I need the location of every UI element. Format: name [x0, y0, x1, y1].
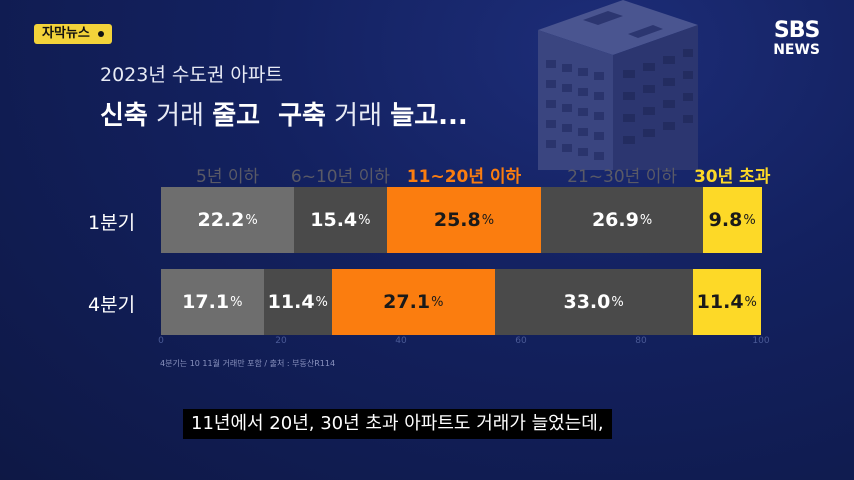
legend-label-4: 30년 초과 [693, 167, 771, 187]
bar-value-unit: % [230, 294, 243, 310]
x-tick-3: 60 [515, 336, 527, 346]
x-tick-0: 0 [158, 336, 164, 346]
apartment-building-illustration [538, 0, 698, 170]
legend-label-3: 21~30년 이하 [567, 167, 678, 187]
x-tick-2: 40 [395, 336, 407, 346]
row-label-1: 4분기 [88, 294, 136, 316]
bar-segment-0-3: 26.9% [541, 187, 703, 253]
logo-line1: SBS [773, 18, 820, 43]
bar-segment-1-3: 33.0% [494, 269, 693, 335]
bar-value-unit: % [611, 294, 624, 310]
badge-subtitle-news: 자막뉴스 [34, 24, 112, 44]
chart-subtitle: 2023년 수도권 아파트 [100, 64, 283, 86]
badge-dot-icon [97, 31, 104, 37]
title-part1-bold: 신축 [100, 101, 148, 131]
title-part4-bold: 늘고... [390, 101, 468, 131]
bar-segment-1-1: 11.4% [263, 269, 332, 335]
bar-segment-1-0: 17.1% [161, 269, 264, 335]
bar-value-unit: % [245, 212, 258, 228]
bar-value-unit: % [744, 294, 757, 310]
legend-label-2: 11~20년 이하 [406, 167, 522, 187]
footnote: 4분기는 10 11월 거래만 포함 / 출처 : 부동산R114 [160, 359, 336, 368]
bar-value-label: 9.8 [708, 209, 743, 231]
bar-value-label: 15.4 [310, 209, 358, 231]
sbs-news-logo: SBS NEWS [773, 18, 820, 58]
bar-value-label: 27.1 [383, 291, 431, 313]
legend-label-0: 5년 이하 [196, 167, 260, 187]
bar-segment-0-4: 9.8% [702, 187, 762, 253]
x-tick-5: 100 [752, 336, 770, 346]
bar-value-unit: % [358, 212, 371, 228]
bar-segment-1-2: 27.1% [332, 269, 495, 335]
row-label-0: 1분기 [88, 212, 136, 234]
bar-value-label: 22.2 [197, 209, 245, 231]
bar-segment-0-0: 22.2% [161, 187, 295, 253]
x-tick-1: 20 [275, 336, 287, 346]
title-part3-light: 거래 [325, 101, 391, 131]
logo-line2: NEWS [773, 42, 820, 58]
bar-segment-0-2: 25.8% [386, 187, 542, 253]
bar-value-label: 26.9 [591, 209, 639, 231]
bar-value-label: 25.8 [433, 209, 481, 231]
bar-value-label: 17.1 [182, 291, 230, 313]
legend-label-1: 6~10년 이하 [290, 167, 390, 187]
title-part1-light: 거래 [147, 101, 213, 131]
bar-value-unit: % [431, 294, 444, 310]
title-part2-bold: 줄고 [212, 101, 261, 131]
bar-value-unit: % [639, 212, 653, 228]
subtitle-caption: 11년에서 20년, 30년 초과 아파트도 거래가 늘었는데, [183, 409, 612, 439]
bar-segment-0-1: 15.4% [294, 187, 387, 253]
chart-title: 신축 거래 줄고 구축 거래 늘고... [100, 95, 468, 132]
bar-value-unit: % [743, 212, 756, 228]
bar-value-label: 11.4 [696, 291, 744, 313]
bar-value-label: 11.4 [267, 291, 315, 313]
bar-value-unit: % [481, 212, 495, 228]
bar-value-label: 33.0 [563, 291, 611, 313]
x-tick-4: 80 [635, 336, 647, 346]
bar-value-unit: % [315, 294, 328, 310]
title-part3-bold: 구축 [278, 101, 326, 131]
badge-label: 자막뉴스 [42, 26, 90, 41]
bar-segment-1-4: 11.4% [692, 269, 761, 335]
